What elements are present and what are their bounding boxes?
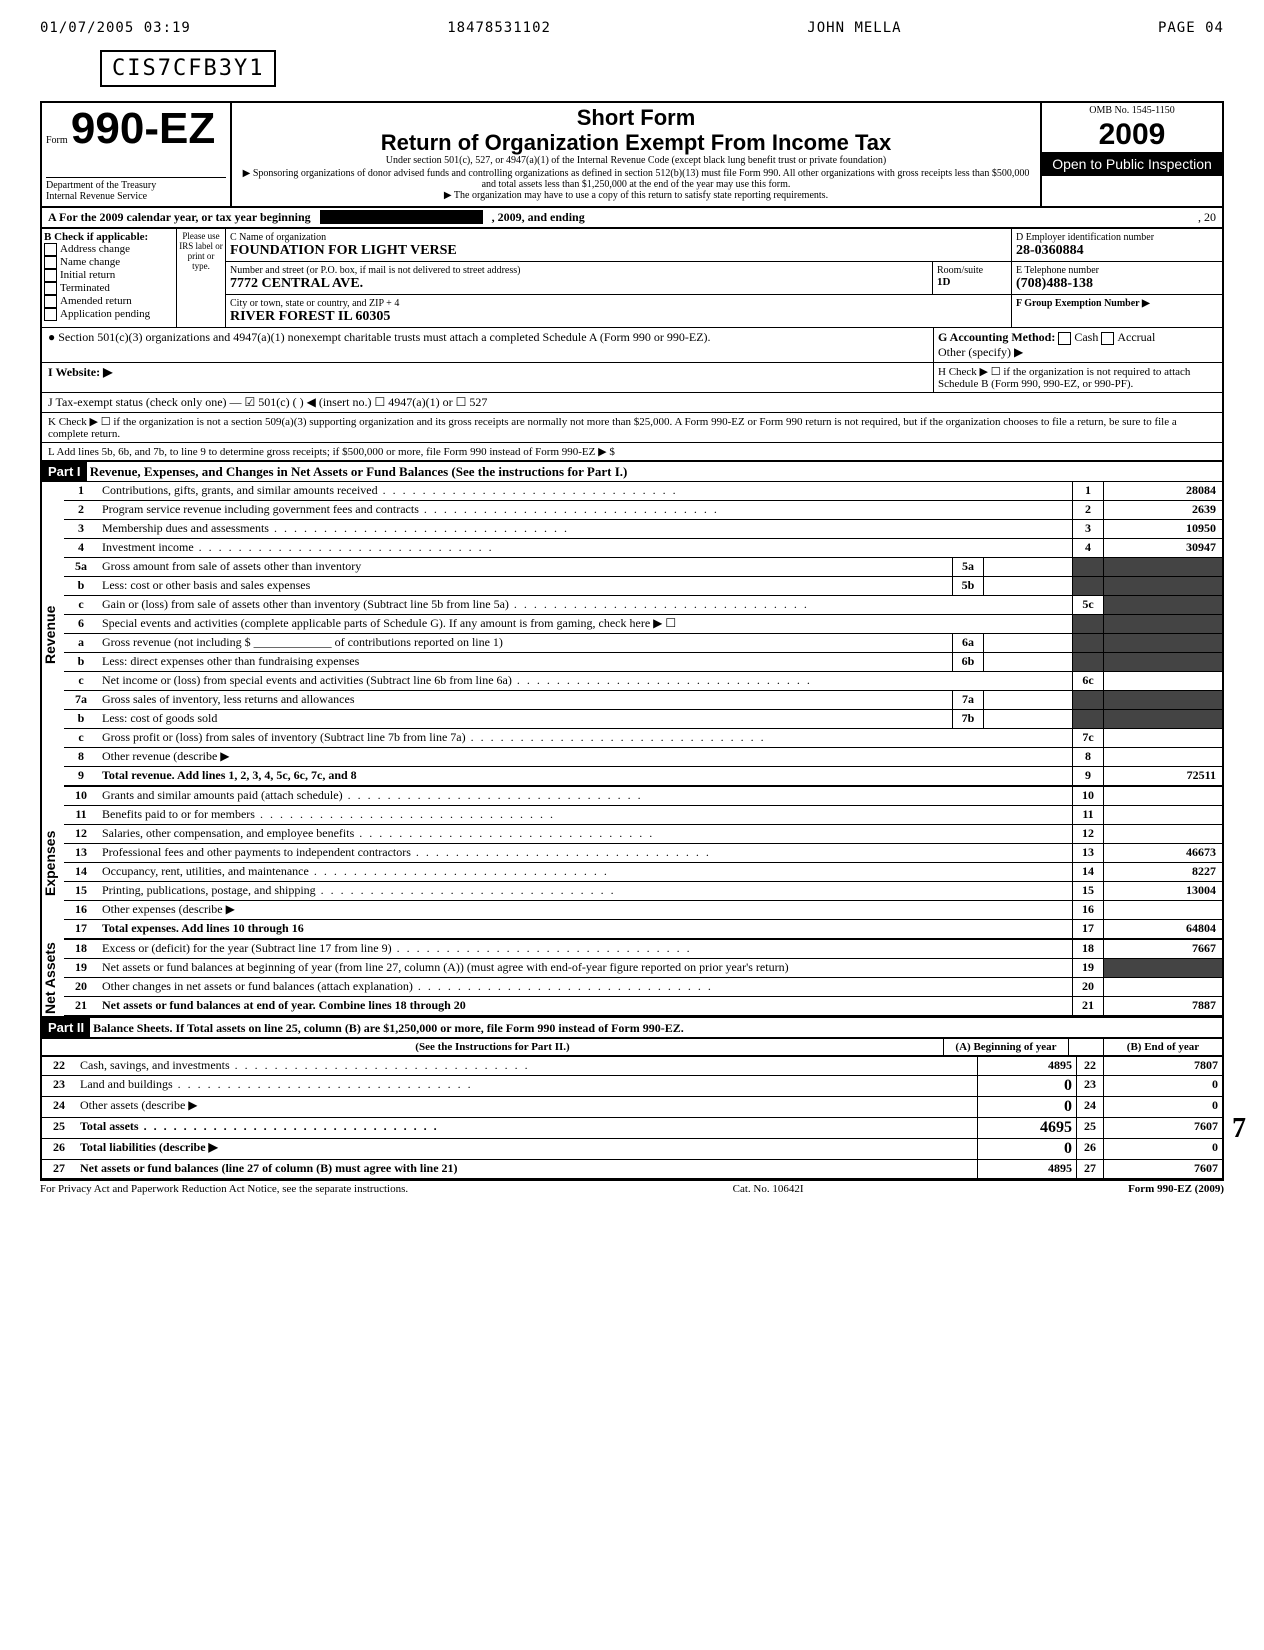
row-l: L Add lines 5b, 6b, and 7b, to line 9 to… <box>40 443 1224 462</box>
checkbox-accrual[interactable] <box>1101 332 1114 345</box>
form-footer: Form 990-EZ (2009) <box>1128 1183 1224 1195</box>
fax-page: PAGE 04 <box>1158 20 1224 36</box>
part2-title: Balance Sheets. If Total assets on line … <box>93 1021 684 1035</box>
i-website: I Website: ▶ <box>48 365 112 379</box>
fax-header: 01/07/2005 03:19 18478531102 JOHN MELLA … <box>40 20 1224 36</box>
e-label: E Telephone number <box>1016 265 1099 276</box>
part2-instr: (See the Instructions for Part II.) <box>415 1041 569 1053</box>
side-revenue: Revenue <box>42 482 64 787</box>
cat-no: Cat. No. 10642I <box>733 1183 804 1195</box>
form-prefix: Form <box>46 135 68 146</box>
org-address: 7772 CENTRAL AVE. <box>230 276 363 291</box>
open-public: Open to Public Inspection <box>1042 152 1222 176</box>
please-label: Please use IRS label or print or type. <box>177 229 226 327</box>
row-b-label: B Check if applicable: <box>44 231 148 243</box>
g-label: G Accounting Method: <box>938 330 1055 344</box>
checkbox-amended[interactable] <box>44 295 57 308</box>
row-j: J Tax-exempt status (check only one) — ☑… <box>40 393 1224 413</box>
tax-year: 2009 <box>1042 118 1222 152</box>
phone-value: (708)488-138 <box>1016 276 1093 291</box>
room-value: 1D <box>937 276 950 288</box>
sponsor-note: ▶ Sponsoring organizations of donor advi… <box>238 168 1034 190</box>
g-other: Other (specify) ▶ <box>938 345 1023 359</box>
form-header: Form 990-EZ Department of the Treasury I… <box>40 101 1224 208</box>
copy-note: ▶ The organization may have to use a cop… <box>238 190 1034 201</box>
fax-timestamp: 01/07/2005 03:19 <box>40 20 191 36</box>
d-label: D Employer identification number <box>1016 232 1154 243</box>
checkbox-application-pending[interactable] <box>44 308 57 321</box>
checkbox-address-change[interactable] <box>44 243 57 256</box>
org-name: FOUNDATION FOR LIGHT VERSE <box>230 243 457 258</box>
form-number: 990-EZ <box>71 104 215 153</box>
checkbox-initial-return[interactable] <box>44 269 57 282</box>
checkbox-name-change[interactable] <box>44 256 57 269</box>
checkbox-cash[interactable] <box>1058 332 1071 345</box>
fax-name: JOHN MELLA <box>807 20 901 36</box>
row-k: K Check ▶ ☐ if the organization is not a… <box>40 413 1224 443</box>
checkbox-terminated[interactable] <box>44 282 57 295</box>
part1-bar: Part I <box>42 462 87 481</box>
org-city: RIVER FOREST IL 60305 <box>230 309 390 324</box>
side-expenses: Expenses <box>42 787 64 940</box>
room-label: Room/suite <box>937 265 983 276</box>
barcode: CIS7CFB3Y1 <box>100 50 276 87</box>
fax-phone: 18478531102 <box>447 20 551 36</box>
row-a-label: A For the 2009 calendar year, or tax yea… <box>48 210 311 224</box>
col-b-hdr: (B) End of year <box>1127 1041 1199 1053</box>
omb-no: OMB No. 1545-1150 <box>1042 103 1222 118</box>
part2-bar: Part II <box>42 1018 90 1037</box>
footer: For Privacy Act and Paperwork Reduction … <box>40 1180 1224 1197</box>
row-a: A For the 2009 calendar year, or tax yea… <box>40 208 1224 229</box>
short-form-label: Short Form <box>238 105 1034 131</box>
addr-label: Number and street (or P.O. box, if mail … <box>230 265 520 276</box>
privacy-notice: For Privacy Act and Paperwork Reduction … <box>40 1183 408 1195</box>
ein-value: 28-0360884 <box>1016 243 1084 258</box>
h-check: H Check ▶ ☐ if the organization is not r… <box>933 363 1222 392</box>
under-section: Under section 501(c), 527, or 4947(a)(1)… <box>238 155 1034 166</box>
side-net-assets: Net Assets <box>42 940 64 1016</box>
row-a-ending: , 2009, and ending <box>492 210 585 224</box>
dept-label: Department of the Treasury Internal Reve… <box>46 177 226 202</box>
f-label: F Group Exemption Number ▶ <box>1016 298 1150 309</box>
row-a-suffix: , 20 <box>1198 210 1216 225</box>
c-label: C Name of organization <box>230 232 326 243</box>
return-title: Return of Organization Exempt From Incom… <box>238 131 1034 155</box>
city-label: City or town, state or country, and ZIP … <box>230 298 399 309</box>
section-501c3-note: ● Section 501(c)(3) organizations and 49… <box>42 328 933 362</box>
part1-title: Revenue, Expenses, and Changes in Net As… <box>90 464 628 479</box>
col-a-hdr: (A) Beginning of year <box>955 1041 1056 1053</box>
margin-handwriting: 7 <box>1232 1113 1246 1145</box>
